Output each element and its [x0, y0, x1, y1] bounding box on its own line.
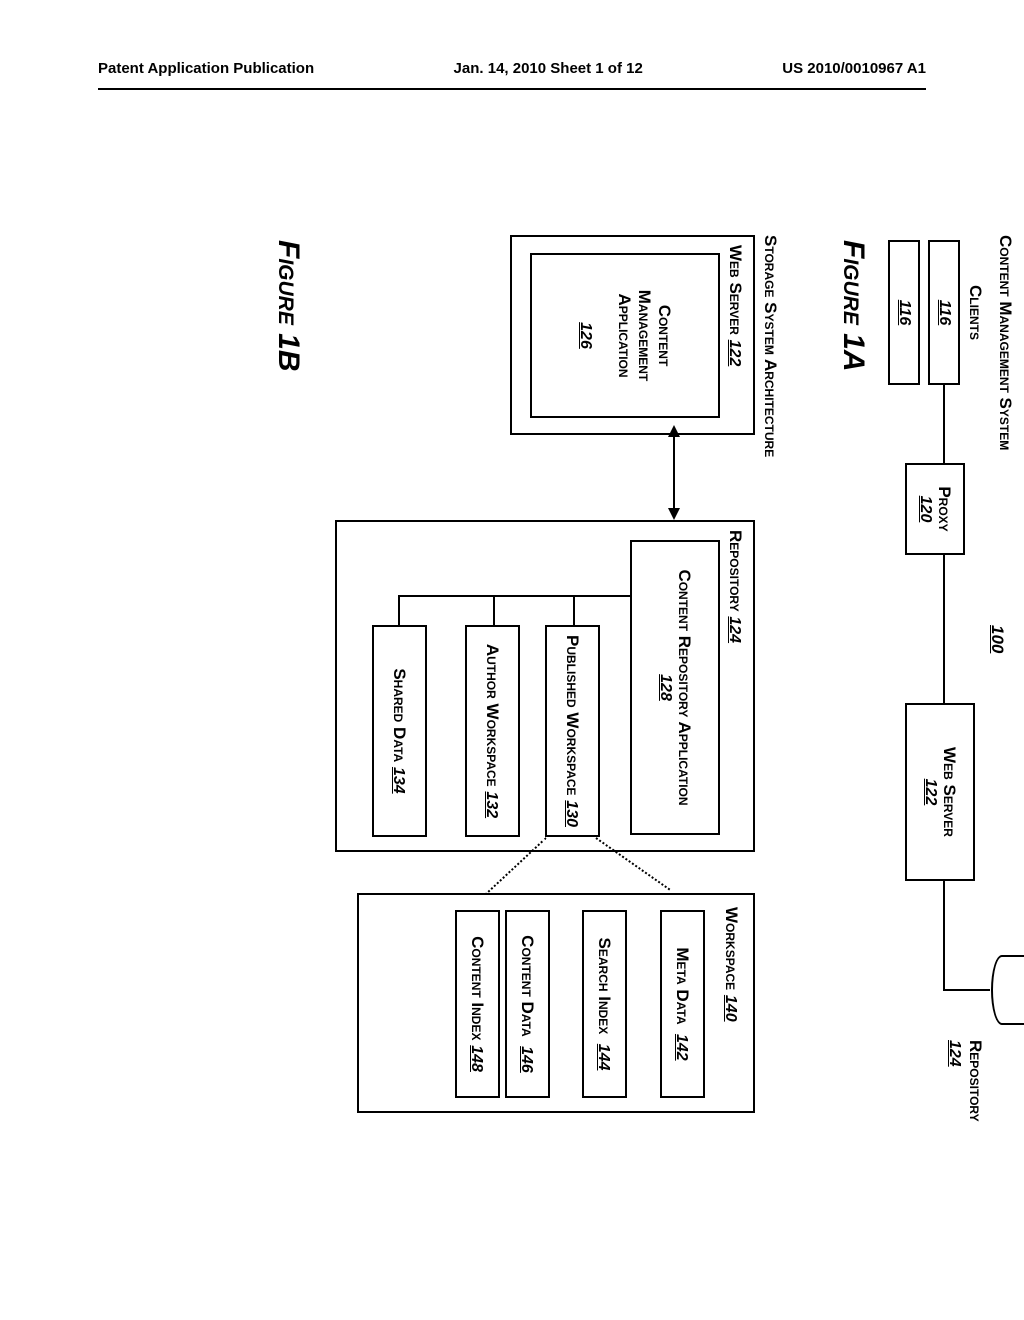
- cra-ref: 128: [656, 674, 674, 701]
- fig1b-title: Storage System Architecture: [760, 235, 780, 457]
- header-right: US 2010/0010967 A1: [782, 60, 926, 77]
- client-box-1: 116: [928, 240, 960, 385]
- workspace-text: Workspace 140: [721, 907, 741, 1022]
- search-text: Search Index 144: [595, 938, 615, 1071]
- cdata-text: Content Data 146: [518, 935, 538, 1073]
- fig1a-title: Content Management System: [995, 235, 1015, 450]
- shared-text: Shared Data 134: [390, 668, 410, 793]
- cindex-box: Content Index 148: [455, 910, 500, 1098]
- ws-label-1b: Web Server 122: [725, 245, 745, 366]
- proxy-ref: 120: [916, 496, 934, 523]
- pub-text: Published Workspace 130: [563, 635, 583, 827]
- auth-text: Author Workspace 132: [483, 644, 503, 818]
- fig1a-title-ref: 100: [987, 625, 1007, 653]
- client-box-2: 116: [888, 240, 920, 385]
- fig1a-label: Figure 1A: [836, 240, 870, 372]
- ws-ref-1a: 122: [921, 779, 939, 806]
- line-proxy-ws: [943, 555, 945, 703]
- client1-ref: 116: [935, 300, 953, 326]
- arrow-to-cma: [668, 425, 680, 437]
- fig1b-label: Figure 1B: [271, 240, 305, 372]
- proxy-box: Proxy 120: [905, 463, 965, 555]
- cma-l3: Application: [614, 293, 634, 377]
- cma-l2: Management: [634, 290, 654, 382]
- page: Patent Application Publication Jan. 14, …: [0, 0, 1024, 1320]
- repo-label-1a: Repository 124: [945, 1040, 985, 1122]
- cma-box: Content Management Application 126: [530, 253, 720, 418]
- cyl-body: [991, 955, 1024, 1025]
- repo-label-1b: Repository 124: [725, 530, 745, 643]
- tree-vert: [400, 595, 630, 597]
- line-ws-repo: [943, 881, 945, 991]
- search-box: Search Index 144: [582, 910, 627, 1098]
- line-up-repo: [943, 989, 990, 991]
- tree-h2: [493, 595, 495, 625]
- arrow-to-cra: [668, 508, 680, 520]
- cdata-box: Content Data 146: [505, 910, 550, 1098]
- meta-text: Meta Data 142: [673, 947, 693, 1060]
- cma-l1: Content: [654, 305, 674, 367]
- tree-h1: [573, 595, 575, 625]
- webserver-box-1a: Web Server 122: [905, 703, 975, 881]
- meta-box: Meta Data 142: [660, 910, 705, 1098]
- line-cma-cra: [673, 435, 675, 510]
- cra-label: Content Repository Application: [674, 569, 694, 805]
- clients-label: Clients: [965, 285, 985, 340]
- line-clients-proxy: [943, 385, 945, 463]
- ws-label-1a: Web Server: [939, 747, 959, 837]
- cra-box: Content Repository Application 128: [630, 540, 720, 835]
- diagram-area: Content Management System 100 Clients 11…: [25, 295, 1005, 1045]
- header-center: Jan. 14, 2010 Sheet 1 of 12: [454, 60, 643, 77]
- tree-h3: [398, 595, 400, 625]
- repo-text-1a: Repository: [966, 1040, 985, 1122]
- cindex-text: Content Index 148: [468, 936, 488, 1072]
- auth-box: Author Workspace 132: [465, 625, 520, 837]
- header-rule: [98, 88, 926, 90]
- proxy-label: Proxy: [934, 486, 954, 531]
- client2-ref: 116: [895, 300, 913, 326]
- shared-box: Shared Data 134: [372, 625, 427, 837]
- page-header: Patent Application Publication Jan. 14, …: [98, 60, 926, 77]
- cma-ref: 126: [576, 322, 594, 349]
- pub-box: Published Workspace 130: [545, 625, 600, 837]
- repo-ref-1a: 124: [946, 1040, 963, 1067]
- header-left: Patent Application Publication: [98, 60, 314, 77]
